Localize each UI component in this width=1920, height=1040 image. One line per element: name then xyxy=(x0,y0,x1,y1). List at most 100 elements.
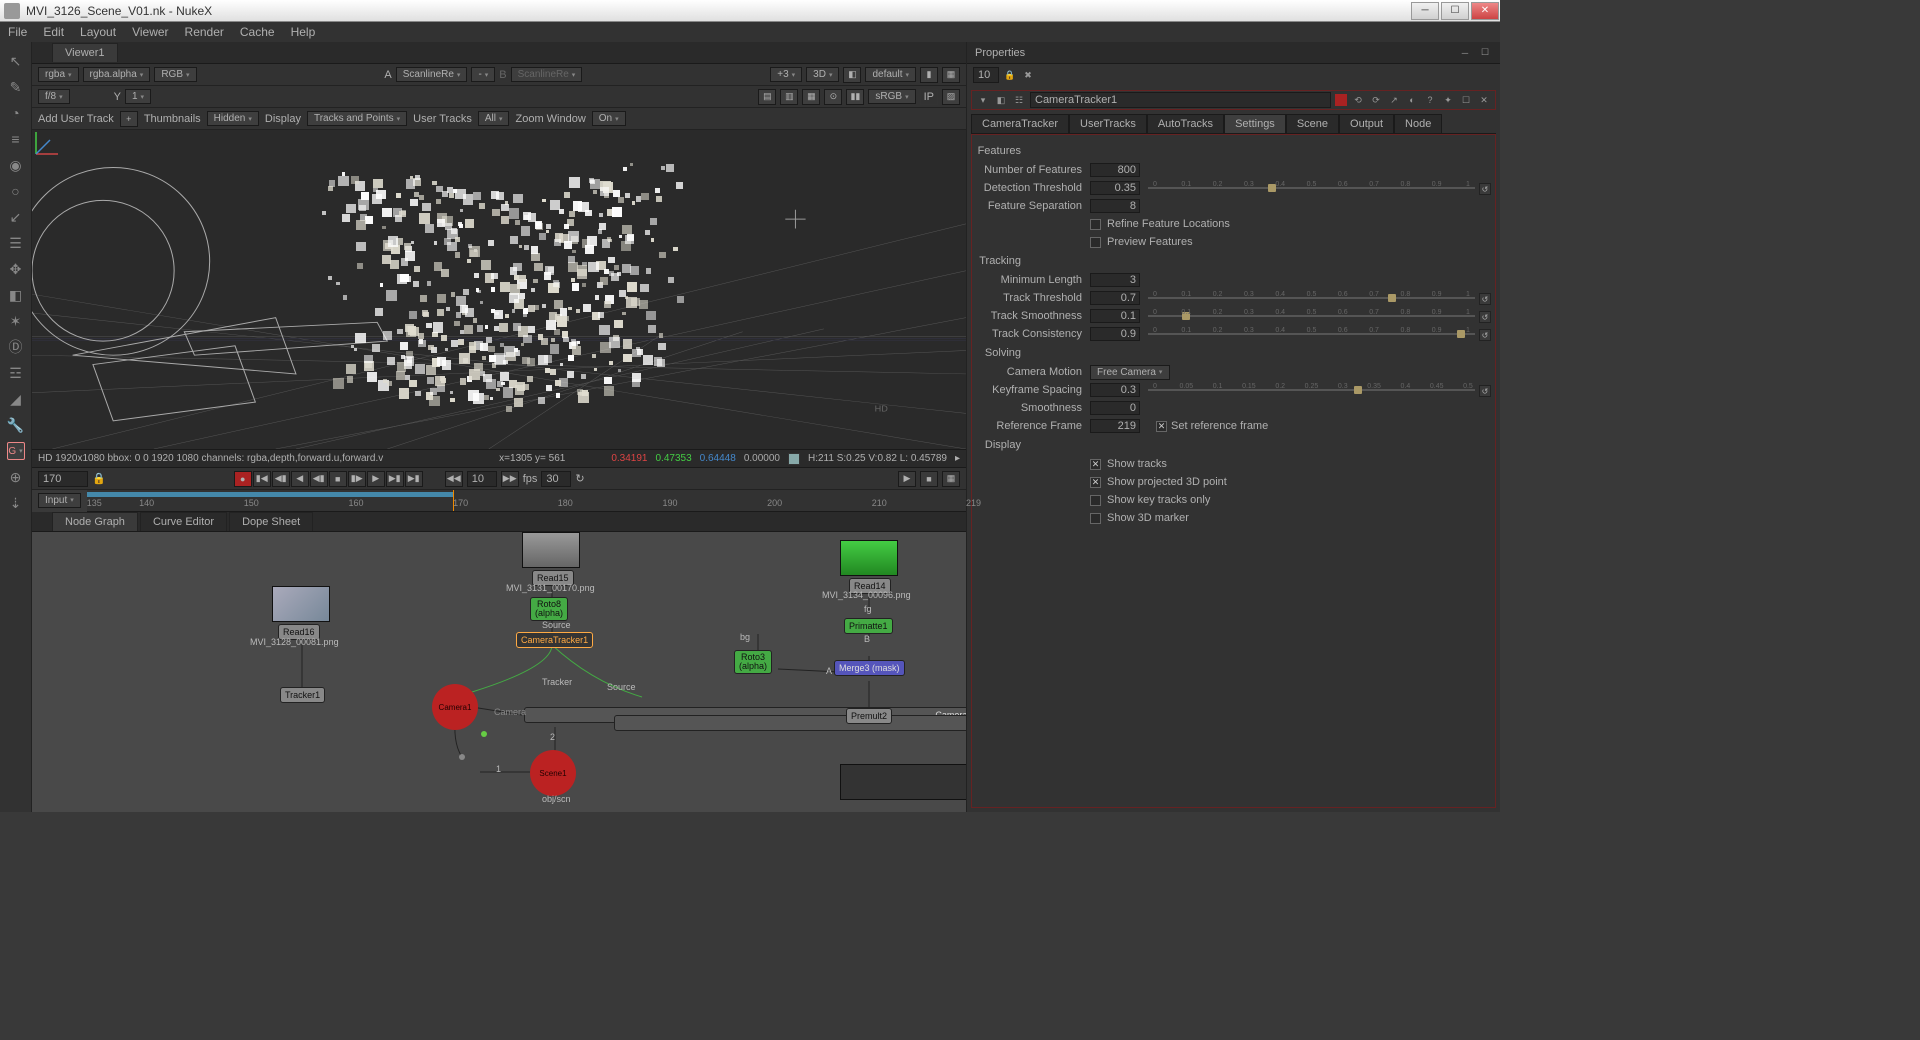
node-tracker1[interactable]: Tracker1 xyxy=(280,687,325,703)
fps-input[interactable] xyxy=(541,471,571,487)
skip-amount[interactable] xyxy=(467,471,497,487)
a-renderer-select[interactable]: ScanlineRe xyxy=(396,67,468,82)
val-tthresh[interactable]: 0.7 xyxy=(1090,291,1140,305)
node-color-swatch[interactable] xyxy=(1335,94,1347,106)
pi-close[interactable]: ✕ xyxy=(1477,93,1491,107)
val-featsep[interactable]: 8 xyxy=(1090,199,1140,213)
loop-icon[interactable]: ↻ xyxy=(575,472,584,485)
reset-icon[interactable]: ↺ xyxy=(1479,183,1491,195)
tl-btn2[interactable]: ■ xyxy=(920,471,938,487)
node-read14-thumb[interactable] xyxy=(840,540,898,576)
channel-select[interactable]: rgba xyxy=(38,67,79,82)
val-refframe[interactable]: 219 xyxy=(1090,419,1140,433)
menu-file[interactable]: File xyxy=(8,25,27,39)
viewport-3d[interactable]: HD xyxy=(32,130,966,450)
node-lensdist[interactable]: LensDistortion1 xyxy=(614,715,966,731)
slider-tsmooth[interactable]: 00.10.20.30.40.50.60.70.80.91↺ xyxy=(1148,309,1491,323)
last-button[interactable]: ▶▮ xyxy=(405,471,423,487)
layer-select[interactable]: default xyxy=(865,67,916,82)
menu-render[interactable]: Render xyxy=(185,25,224,39)
sphere-icon[interactable]: ◉ xyxy=(7,156,25,174)
lock-icon[interactable]: 🔒 xyxy=(92,472,106,485)
timeline-ruler[interactable]: 135140150160170180190200210219 xyxy=(87,490,966,512)
pause-icon[interactable]: ▮▮ xyxy=(846,89,864,105)
lock-icon-props[interactable]: 🔒 xyxy=(1003,68,1017,82)
pen-icon[interactable]: ↙ xyxy=(7,208,25,226)
node-premult[interactable]: Premult2 xyxy=(846,708,892,724)
prop-tab-node[interactable]: Node xyxy=(1394,114,1442,133)
slider-tcons[interactable]: 00.10.20.30.40.50.60.70.80.91↺ xyxy=(1148,327,1491,341)
clock-icon[interactable]: ◔ xyxy=(7,104,25,122)
play-button[interactable]: ▶ xyxy=(367,471,385,487)
bars-icon[interactable]: ▮ xyxy=(920,67,938,83)
lut-select[interactable]: sRGB xyxy=(868,89,915,104)
y-select[interactable]: 1 xyxy=(125,89,151,104)
menu-edit[interactable]: Edit xyxy=(43,25,64,39)
step-back-button[interactable]: ◀ xyxy=(291,471,309,487)
pi5[interactable]: ? xyxy=(1423,93,1437,107)
frame-fwd-button[interactable]: ▮▶ xyxy=(348,471,366,487)
tab-dopesheet[interactable]: Dope Sheet xyxy=(229,512,313,531)
skip-back-button[interactable]: ◀◀ xyxy=(445,471,463,487)
step-fwd-button[interactable]: ▶▮ xyxy=(386,471,404,487)
pencil-icon[interactable]: ✎ xyxy=(7,78,25,96)
record-button[interactable]: ● xyxy=(234,471,252,487)
slider-detthresh[interactable]: 00.10.20.30.40.50.60.70.80.91↺ xyxy=(1148,181,1491,195)
globe-icon[interactable]: ⊕ xyxy=(7,468,25,486)
sel-cammotion[interactable]: Free Camera xyxy=(1090,365,1170,380)
grid-icon[interactable]: ▦ xyxy=(942,67,960,83)
pi2[interactable]: ⟳ xyxy=(1369,93,1383,107)
zoom-select[interactable]: +3 xyxy=(770,67,802,82)
node-read16-thumb[interactable] xyxy=(272,586,330,622)
val-tcons[interactable]: 0.9 xyxy=(1090,327,1140,341)
node-roto8[interactable]: Roto8 (alpha) xyxy=(530,597,568,621)
add-user-track[interactable]: Add User Track xyxy=(38,113,114,125)
val-numfeat[interactable]: 800 xyxy=(1090,163,1140,177)
tab-nodegraph[interactable]: Node Graph xyxy=(52,512,138,531)
menu-cache[interactable]: Cache xyxy=(240,25,275,39)
chk-setref[interactable]: ✕ xyxy=(1156,421,1167,432)
val-tsmooth[interactable]: 0.1 xyxy=(1090,309,1140,323)
spark-icon[interactable]: ✶ xyxy=(7,312,25,330)
prev-key-button[interactable]: ◀▮ xyxy=(272,471,290,487)
chk-showmarker[interactable] xyxy=(1090,513,1101,524)
prop-min-icon[interactable]: ─ xyxy=(1458,46,1472,60)
i1[interactable]: ▤ xyxy=(758,89,776,105)
node-cameratracker[interactable]: CameraTracker1 xyxy=(516,632,593,648)
val-minlen[interactable]: 3 xyxy=(1090,273,1140,287)
prop-tab-autotracks[interactable]: AutoTracks xyxy=(1147,114,1224,133)
a-sub[interactable]: - xyxy=(471,67,495,82)
trash-icon[interactable]: ✖ xyxy=(1021,68,1035,82)
cube-icon[interactable]: ◧ xyxy=(7,286,25,304)
cam-icon[interactable]: ◧ xyxy=(843,67,861,83)
node-camera1[interactable]: Camera1 xyxy=(432,684,478,730)
arrow-icon[interactable]: ↖ xyxy=(7,52,25,70)
hatch-icon[interactable]: ▨ xyxy=(942,89,960,105)
menu-viewer[interactable]: Viewer xyxy=(132,25,168,39)
brush-icon[interactable]: ◢ xyxy=(7,390,25,408)
g-icon[interactable]: G xyxy=(7,442,25,460)
i3[interactable]: ▦ xyxy=(802,89,820,105)
close-button[interactable]: ✕ xyxy=(1471,2,1499,20)
usertracks-select[interactable]: All xyxy=(478,111,510,126)
node-graph-canvas[interactable]: Read16 MVI_3128_00081.png Tracker1 Read1… xyxy=(32,532,966,812)
pi6[interactable]: ✦ xyxy=(1441,93,1455,107)
node-read15-thumb[interactable] xyxy=(522,532,580,568)
wrench-icon[interactable]: 🔧 xyxy=(7,416,25,434)
view-select[interactable]: 3D xyxy=(806,67,839,82)
pi7[interactable]: ☐ xyxy=(1459,93,1473,107)
prop-tab-scene[interactable]: Scene xyxy=(1286,114,1339,133)
chk-showproj[interactable]: ✕ xyxy=(1090,477,1101,488)
skip-fwd-button[interactable]: ▶▶ xyxy=(501,471,519,487)
chk-preview[interactable] xyxy=(1090,237,1101,248)
d-icon[interactable]: Ⓓ xyxy=(7,338,25,356)
down-icon[interactable]: ⇣ xyxy=(7,494,25,512)
fstop-select[interactable]: f/8 xyxy=(38,89,70,104)
node-roto3[interactable]: Roto3 (alpha) xyxy=(734,650,772,674)
first-button[interactable]: ▮◀ xyxy=(253,471,271,487)
colorspace-select[interactable]: RGB xyxy=(154,67,196,82)
node-strip-thumb[interactable] xyxy=(840,764,966,800)
i2[interactable]: ▥ xyxy=(780,89,798,105)
node-merge3[interactable]: Merge3 (mask) xyxy=(834,660,905,676)
node-scene1[interactable]: Scene1 xyxy=(530,750,576,796)
